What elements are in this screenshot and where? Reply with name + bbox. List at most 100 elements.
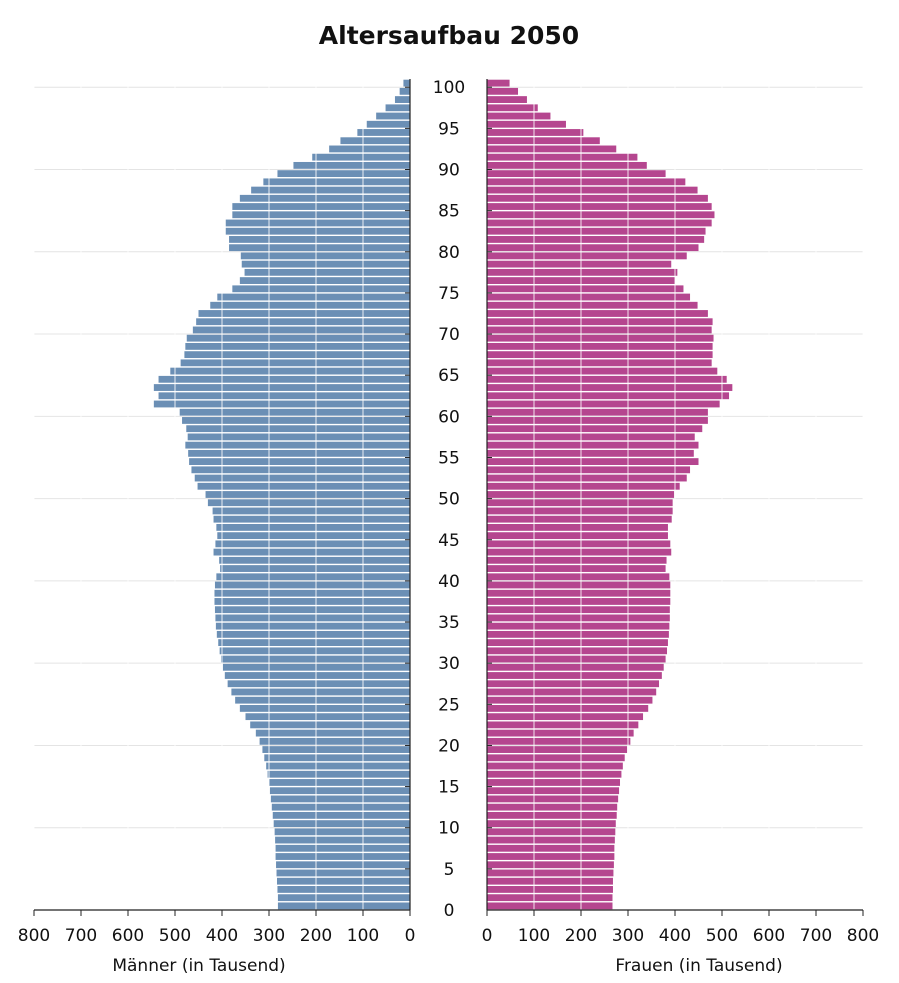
male-bar-age-32 xyxy=(218,639,410,647)
male-bar-age-54 xyxy=(189,458,410,466)
male-bar-age-83 xyxy=(225,219,410,227)
female-bar-age-34 xyxy=(487,622,670,630)
male-xtick-label-600: 600 xyxy=(112,926,144,946)
male-bar-age-59 xyxy=(182,417,410,424)
female-bar-age-14 xyxy=(487,787,620,795)
female-xtick-label-600: 600 xyxy=(753,926,785,946)
male-bar-age-12 xyxy=(271,803,410,811)
female-bar-age-55 xyxy=(487,449,694,457)
age-label-65: 65 xyxy=(438,366,460,386)
male-bars xyxy=(153,79,410,910)
male-bar-age-77 xyxy=(244,268,410,276)
female-bar-age-38 xyxy=(487,589,671,597)
male-xtick-label-700: 700 xyxy=(65,926,97,946)
male-bar-age-13 xyxy=(270,795,410,803)
female-xtick-label-200: 200 xyxy=(565,926,597,946)
male-bar-age-27 xyxy=(227,680,410,688)
male-bar-age-53 xyxy=(191,466,410,474)
male-xtick-label-800: 800 xyxy=(18,926,50,946)
female-bar-age-7 xyxy=(487,844,615,852)
male-bar-age-94 xyxy=(357,129,410,136)
female-bar-age-93 xyxy=(487,137,600,145)
male-bar-age-88 xyxy=(263,178,410,186)
female-bar-age-67 xyxy=(487,351,713,359)
female-bar-age-59 xyxy=(487,417,708,424)
female-xtick-label-300: 300 xyxy=(612,926,644,946)
male-bar-age-89 xyxy=(277,170,410,178)
male-bar-age-50 xyxy=(205,491,410,498)
female-bar-age-41 xyxy=(487,565,666,572)
male-bar-age-16 xyxy=(267,770,410,778)
female-bar-age-88 xyxy=(487,178,686,186)
female-bar-age-100 xyxy=(487,79,510,87)
male-bar-age-44 xyxy=(215,540,410,548)
age-label-80: 80 xyxy=(438,243,460,263)
male-bar-age-34 xyxy=(215,622,410,630)
female-bar-age-17 xyxy=(487,762,623,770)
age-label-50: 50 xyxy=(438,490,460,510)
male-bar-age-76 xyxy=(239,277,410,284)
female-bar-age-64 xyxy=(487,375,727,383)
male-bar-age-48 xyxy=(212,507,410,515)
age-label-35: 35 xyxy=(438,613,460,633)
female-bar-age-97 xyxy=(487,104,538,112)
male-bar-age-26 xyxy=(231,688,410,696)
female-bar-age-89 xyxy=(487,170,666,178)
chart-title: Altersaufbau 2050 xyxy=(319,21,579,50)
female-xtick-label-0: 0 xyxy=(482,926,493,946)
female-bar-age-73 xyxy=(487,301,698,309)
female-bar-age-3 xyxy=(487,877,613,885)
male-bar-age-52 xyxy=(194,474,410,482)
male-bar-age-67 xyxy=(184,351,410,359)
female-bar-age-58 xyxy=(487,425,703,433)
male-bar-age-98 xyxy=(394,96,410,103)
female-bar-age-6 xyxy=(487,853,615,860)
female-bar-age-32 xyxy=(487,639,668,647)
male-bar-age-2 xyxy=(277,886,410,893)
male-bar-age-79 xyxy=(240,252,410,260)
male-xtick-label-0: 0 xyxy=(405,926,416,946)
age-label-15: 15 xyxy=(438,778,460,798)
male-bar-age-18 xyxy=(264,754,410,762)
male-bar-age-84 xyxy=(232,211,410,219)
male-bar-age-35 xyxy=(215,614,410,622)
vertical-gridlines xyxy=(33,79,864,910)
female-bar-age-82 xyxy=(487,227,706,235)
female-bar-age-84 xyxy=(487,211,715,219)
female-bar-age-60 xyxy=(487,408,708,416)
female-bar-age-49 xyxy=(487,499,673,507)
female-bar-age-44 xyxy=(487,540,671,548)
female-xtick-label-400: 400 xyxy=(659,926,691,946)
male-bar-age-36 xyxy=(214,606,410,614)
male-bar-age-85 xyxy=(232,203,410,210)
male-bar-age-21 xyxy=(255,729,410,737)
male-bar-age-9 xyxy=(274,828,410,836)
male-bar-age-58 xyxy=(186,425,410,433)
female-bar-age-57 xyxy=(487,433,695,441)
female-bar-age-83 xyxy=(487,219,712,227)
female-bar-age-39 xyxy=(487,581,671,589)
male-bar-age-31 xyxy=(219,647,410,655)
female-x-axis-label: Frauen (in Tausend) xyxy=(615,956,782,976)
age-label-30: 30 xyxy=(438,654,460,674)
female-bar-age-99 xyxy=(487,87,519,95)
female-bar-age-90 xyxy=(487,161,647,169)
male-bar-age-63 xyxy=(153,384,410,391)
male-bar-age-86 xyxy=(239,194,410,202)
male-bar-age-51 xyxy=(197,482,410,490)
female-bar-age-31 xyxy=(487,647,668,655)
male-bar-age-39 xyxy=(214,581,410,589)
male-xtick-label-500: 500 xyxy=(159,926,191,946)
male-bar-age-87 xyxy=(251,186,410,194)
age-label-25: 25 xyxy=(438,695,460,715)
female-x-ticks: 0 100 200 300 400 500 600 700 800 xyxy=(482,910,879,946)
male-bar-age-80 xyxy=(229,244,410,252)
female-bar-age-37 xyxy=(487,598,671,605)
female-bar-age-85 xyxy=(487,203,712,210)
male-bar-age-96 xyxy=(376,112,410,120)
male-bar-age-71 xyxy=(196,318,410,326)
female-bar-age-86 xyxy=(487,194,708,202)
male-bar-age-17 xyxy=(266,762,410,770)
male-bar-age-90 xyxy=(293,161,410,169)
female-xtick-label-100: 100 xyxy=(518,926,550,946)
